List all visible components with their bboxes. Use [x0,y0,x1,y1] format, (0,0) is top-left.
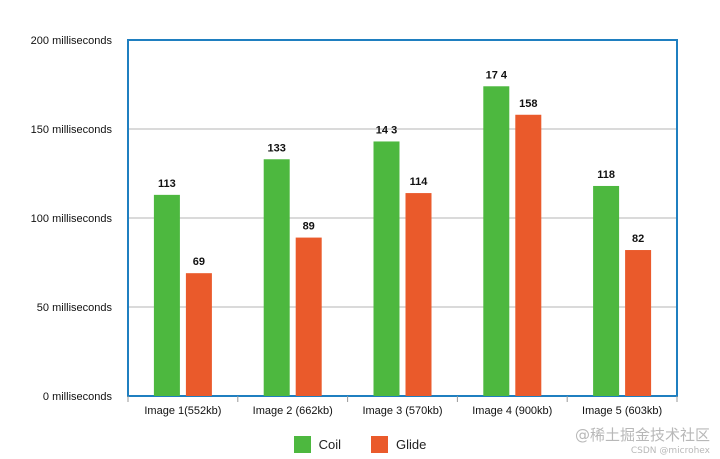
bar-glide [405,193,432,396]
data-label-coil: 113 [158,178,176,190]
data-label-coil: 118 [597,169,615,181]
legend-swatch-glide [371,436,389,453]
legend-item-glide[interactable]: Glide [371,436,426,453]
bar-coil [483,86,510,396]
watermark: @稀土掘金技术社区 CSDN @microhex [575,424,710,456]
watermark-credit: CSDN @microhex [630,446,710,456]
data-label-glide: 89 [303,221,315,233]
y-tick-label: 200 milliseconds [31,35,113,47]
data-label-glide: 69 [193,256,205,268]
bar-coil [153,194,180,396]
y-tick-label: 100 milliseconds [31,213,113,225]
bar-glide [625,250,652,396]
data-label-coil: 133 [268,142,286,154]
x-tick-label: Image 3 (570kb) [362,405,442,417]
watermark-brand: @稀土掘金技术社区 [574,426,710,444]
bar-glide [295,237,322,396]
bar-coil [373,141,400,396]
legend-label-coil: Coil [318,437,342,452]
data-label-glide: 158 [519,98,537,110]
bar-coil [263,159,290,396]
x-tick-label: Image 4 (900kb) [472,405,552,417]
bar-glide [515,114,542,396]
data-label-coil: 14 3 [376,124,397,136]
x-tick-label: Image 2 (662kb) [253,405,333,417]
legend-swatch-coil [293,436,311,453]
data-label-glide: 82 [632,233,644,245]
data-label-glide: 114 [410,176,429,188]
y-tick-label: 50 milliseconds [37,302,113,314]
legend: Coil Glide [0,436,720,453]
plot-frame [127,39,678,397]
data-label-coil: 17 4 [486,69,508,81]
legend-label-glide: Glide [396,437,427,452]
bar-coil [593,185,620,396]
bar-chart: 0 milliseconds 50 milliseconds 100 millise… [31,35,678,417]
legend-item-coil[interactable]: Coil [293,436,342,453]
x-tick-label: Image 1(552kb) [144,405,221,417]
y-tick-label: 0 milliseconds [43,391,113,403]
bar-glide [185,273,212,396]
x-tick-label: Image 5 (603kb) [582,405,662,417]
y-tick-label: 150 milliseconds [31,124,113,136]
